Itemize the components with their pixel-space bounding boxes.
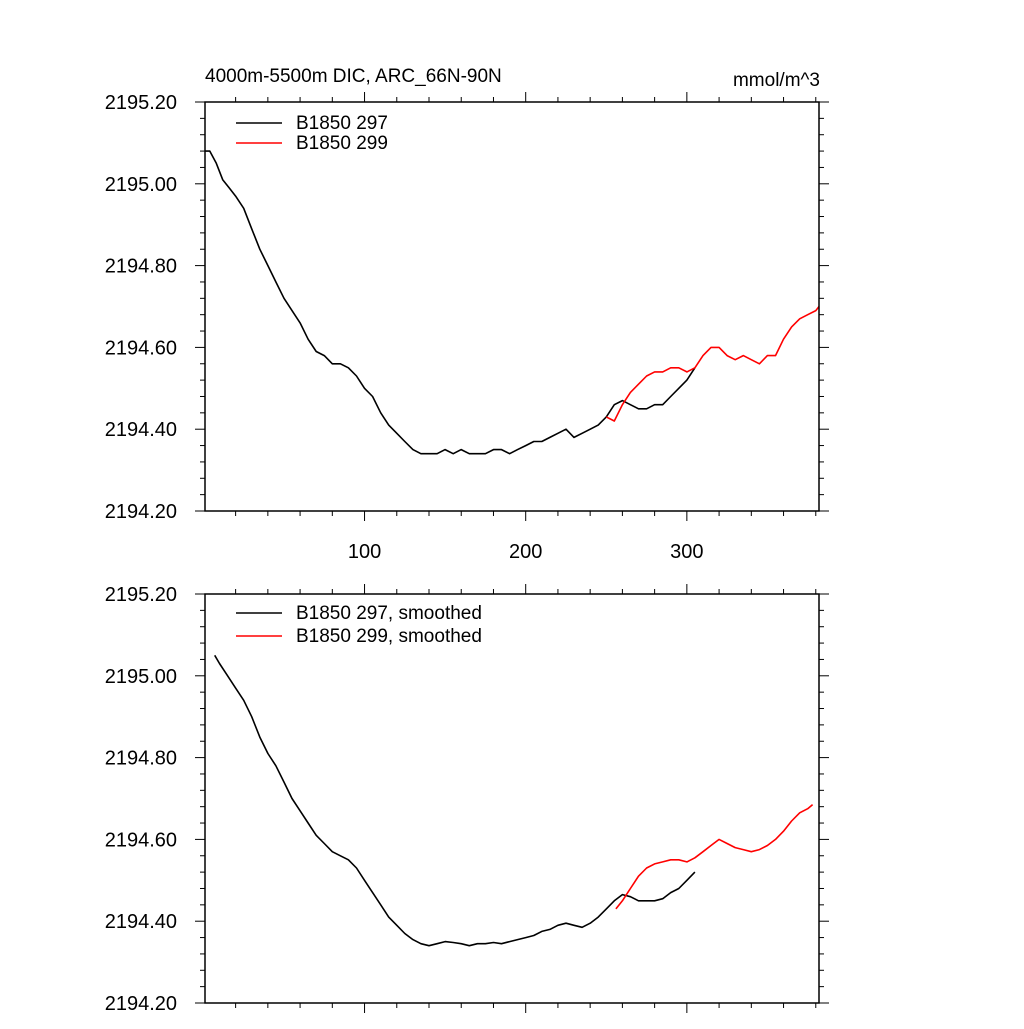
- bottom-y-tick-label: 2195.20: [105, 584, 177, 606]
- legend-label-297: B1850 297: [296, 113, 388, 134]
- top-panel-series: [205, 150, 820, 455]
- bottom-panel: 2194.20 2194.40 2194.60 2194.80 2195.00 2195.…: [105, 584, 829, 1015]
- bottom-panel-series: [214, 654, 814, 947]
- top-y-tick-label: 2194.80: [105, 256, 177, 278]
- bottom-panel-ticks: 2194.20 2194.40 2194.60 2194.80 2195.00 2195.…: [105, 584, 829, 1015]
- top-x-tick-label: 100: [348, 541, 381, 563]
- top-y-tick-label: 2195.00: [105, 174, 177, 196]
- top-x-tick-label: 200: [509, 541, 542, 563]
- legend-label-299: B1850 299: [296, 133, 388, 154]
- bottom-y-tick-label: 2194.20: [105, 993, 177, 1015]
- top-y-tick-label: 2195.20: [105, 92, 177, 114]
- bottom-y-tick-label: 2194.80: [105, 748, 177, 770]
- top-panel-title: 4000m-5500m DIC, ARC_66N-90N: [205, 66, 502, 87]
- top-panel: 4000m-5500m DIC, ARC_66N-90N mmol/m^3 21…: [105, 66, 829, 563]
- top-x-tick-label: 300: [670, 541, 703, 563]
- top-panel-ticks: 2194.20 2194.40 2194.60 2194.80 2195.00 2195.…: [105, 92, 829, 563]
- top-series-line-0: [205, 150, 696, 455]
- top-panel-units: mmol/m^3: [733, 70, 820, 91]
- top-y-tick-label: 2194.40: [105, 419, 177, 441]
- bottom-series-line-1: [615, 803, 814, 910]
- top-panel-legend: B1850 297 B1850 299: [236, 113, 388, 154]
- bottom-panel-frame: [204, 593, 820, 1004]
- bottom-y-tick-label: 2195.00: [105, 666, 177, 688]
- legend-label-297-smoothed: B1850 297, smoothed: [296, 603, 482, 624]
- top-panel-frame: [204, 101, 820, 512]
- top-series-line-1: [605, 306, 820, 422]
- bottom-panel-legend: B1850 297, smoothed B1850 299, smoothed: [236, 603, 482, 647]
- legend-label-299-smoothed: B1850 299, smoothed: [296, 626, 482, 647]
- bottom-y-tick-label: 2194.40: [105, 911, 177, 933]
- top-y-tick-label: 2194.20: [105, 501, 177, 523]
- bottom-y-tick-label: 2194.60: [105, 829, 177, 851]
- bottom-series-line-0: [214, 654, 696, 947]
- top-y-tick-label: 2194.60: [105, 337, 177, 359]
